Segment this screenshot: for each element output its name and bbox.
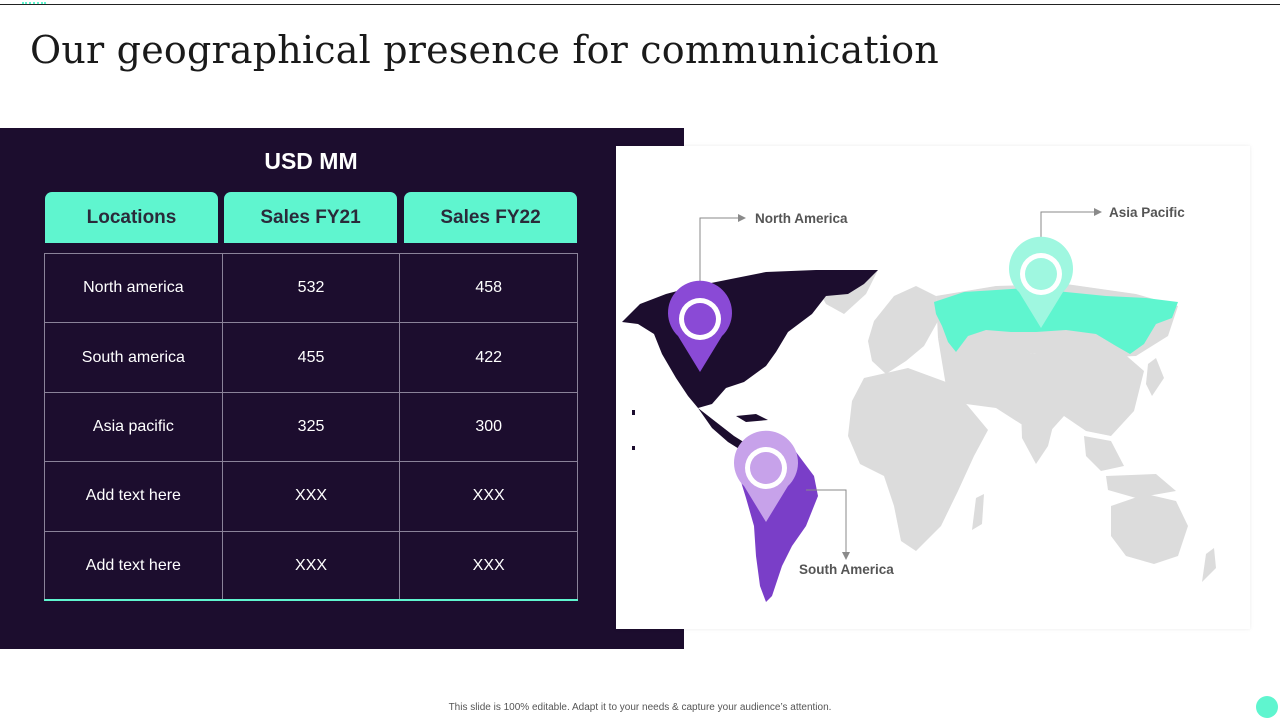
north-america-pin-icon — [668, 280, 732, 372]
callout-lines — [699, 211, 1096, 554]
asia-pacific-callout-line — [1040, 211, 1096, 246]
sales-table-panel: USD MM Locations Sales FY21 Sales FY22 N… — [0, 128, 684, 649]
table-cell: XXX — [221, 530, 401, 602]
south-america-callout-line — [806, 489, 847, 554]
sales-table: North america 532 458 South america 455 … — [44, 252, 578, 602]
table-row: South america 455 422 — [44, 322, 578, 393]
table-cell: 325 — [221, 391, 401, 463]
indonesia-shape — [1106, 474, 1176, 498]
map-label-north-america: North America — [755, 211, 848, 226]
world-map-card: North America Asia Pacific South America — [616, 146, 1250, 629]
north-america-region — [622, 270, 878, 408]
table-cell: XXX — [399, 530, 578, 602]
japan-shape — [1146, 358, 1164, 396]
table-cell: 422 — [399, 322, 578, 393]
slide-title: Our geographical presence for communicat… — [30, 28, 939, 72]
table-row: North america 532 458 — [44, 252, 578, 324]
table-row: Add text here XXX XXX — [44, 461, 578, 532]
central-america-region — [698, 408, 750, 452]
south-america-arrow — [842, 552, 850, 560]
corner-accent-dot — [1256, 696, 1278, 718]
map-label-south-america: South America — [799, 562, 894, 577]
asia-pacific-arrow — [1094, 208, 1102, 216]
table-cell: Asia pacific — [44, 391, 223, 463]
hawaii-dot — [632, 410, 635, 415]
north-america-callout-line — [699, 217, 740, 294]
asia-pacific-pin-icon — [1009, 236, 1073, 328]
table-cell: 458 — [399, 252, 578, 324]
column-header-locations: Locations — [45, 192, 218, 243]
table-row: Add text here XXX XXX — [44, 530, 578, 602]
new-zealand-shape — [1202, 548, 1216, 582]
madagascar-shape — [972, 494, 984, 530]
caribbean-islands — [736, 414, 768, 422]
australia-shape — [1111, 494, 1188, 564]
world-map — [622, 208, 1216, 602]
southeast-asia-shape — [1084, 436, 1124, 471]
asia-pacific-region — [934, 288, 1178, 354]
table-cell: South america — [44, 322, 223, 393]
map-label-asia-pacific: Asia Pacific — [1109, 205, 1185, 220]
europe-shape — [868, 286, 938, 374]
table-heading: USD MM — [264, 148, 358, 174]
column-header-sales-fy22: Sales FY22 — [404, 192, 577, 243]
table-cell: Add text here — [44, 461, 223, 532]
table-cell: XXX — [399, 461, 578, 532]
top-rule — [0, 4, 1280, 5]
footer-note: This slide is 100% editable. Adapt it to… — [448, 702, 832, 713]
asia-shape — [938, 338, 1144, 436]
column-header-sales-fy21: Sales FY21 — [224, 192, 397, 243]
table-cell: Add text here — [44, 530, 223, 602]
table-cell: North america — [44, 252, 223, 324]
india-shape — [1021, 408, 1056, 464]
table-cell: XXX — [221, 461, 401, 532]
table-cell: 532 — [221, 252, 401, 324]
north-america-arrow — [738, 214, 746, 222]
africa-shape — [848, 368, 988, 551]
table-cell: 455 — [221, 322, 401, 393]
table-cell: 300 — [399, 391, 578, 463]
south-america-pin-icon — [734, 430, 798, 522]
table-row: Asia pacific 325 300 — [44, 391, 578, 463]
top-accent-dash — [22, 2, 46, 4]
pacific-dot — [632, 446, 635, 450]
callout-arrows — [738, 208, 1102, 560]
